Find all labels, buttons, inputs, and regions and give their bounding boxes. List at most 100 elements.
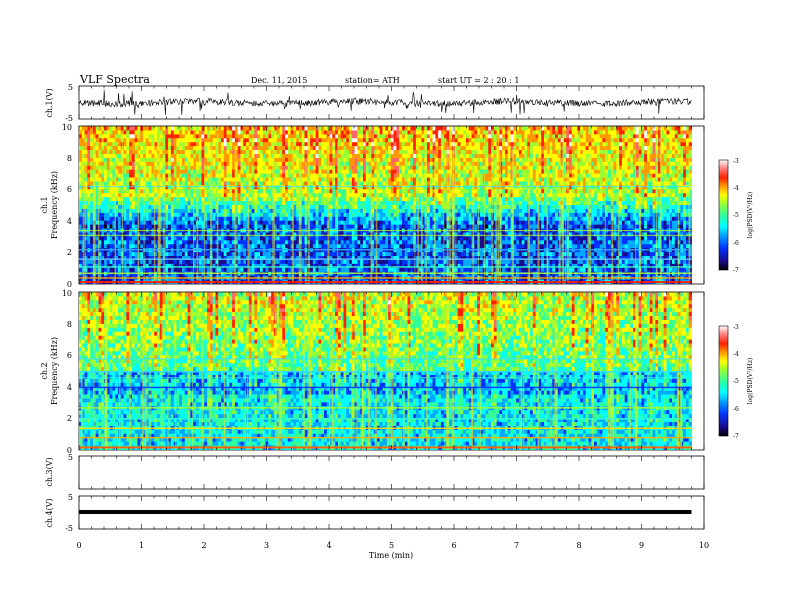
spectrogram-cell — [107, 209, 110, 213]
spectrogram-cell — [235, 142, 238, 146]
spectrogram-cell — [87, 185, 90, 189]
spectrogram-cell — [221, 252, 224, 256]
spectrogram-cell — [210, 130, 213, 134]
spectrogram-cell — [199, 174, 202, 178]
spectrogram-cell — [110, 158, 113, 162]
spectrogram-cell — [221, 189, 224, 193]
spectrogram-cell — [227, 260, 230, 264]
spectrogram-cell — [227, 146, 230, 150]
spectrogram-cell — [171, 138, 174, 142]
spectrogram-cell — [101, 150, 104, 154]
spectrogram-cell — [104, 244, 107, 248]
spectrogram-cell — [171, 162, 174, 166]
spectrogram-cell — [210, 134, 213, 138]
spectrogram-cell — [135, 162, 138, 166]
spectrogram-cell — [182, 134, 185, 138]
spectrogram-cell — [227, 213, 230, 217]
spectrogram-cell — [174, 236, 177, 240]
spectrogram-cell — [85, 130, 88, 134]
spectrogram-cell — [101, 209, 104, 213]
spectrogram-cell — [185, 162, 188, 166]
spectrogram-cell — [118, 193, 121, 197]
spectrogram-cell — [124, 178, 127, 182]
spectrogram-cell — [207, 232, 210, 236]
spectrogram-cell — [79, 225, 82, 229]
spectrogram-cell — [149, 201, 152, 205]
spectrogram-cell — [149, 232, 152, 236]
spectrogram-cell — [224, 201, 227, 205]
spectrogram-cell — [168, 150, 171, 154]
spectrogram-cell — [165, 178, 168, 182]
spectrogram-cell — [207, 146, 210, 150]
spectrogram-cell — [213, 154, 216, 158]
spectrogram-cell — [188, 130, 191, 134]
spectrogram-cell — [207, 225, 210, 229]
spectrogram-cell — [174, 201, 177, 205]
spectrogram-cell — [129, 150, 132, 154]
spectrogram-cell — [87, 130, 90, 134]
spectrogram-cell — [79, 178, 82, 182]
spectrogram-cell — [182, 193, 185, 197]
spectrogram-cell — [174, 225, 177, 229]
spectrogram-cell — [240, 236, 243, 240]
spectrogram-cell — [174, 130, 177, 134]
spectrogram-cell — [185, 268, 188, 272]
spectrogram-cell — [87, 244, 90, 248]
spectrogram-cell — [179, 134, 182, 138]
spectrogram-cell — [101, 197, 104, 201]
spectrogram-cell — [252, 158, 255, 162]
spectrogram-cell — [171, 134, 174, 138]
spectrogram-cell — [224, 236, 227, 240]
spectrogram-cell — [252, 154, 255, 158]
spectrogram-cell — [165, 221, 168, 225]
spectrogram-cell — [104, 236, 107, 240]
spectrogram-cell — [171, 260, 174, 264]
spectrogram-cell — [238, 154, 241, 158]
spectrogram-cell — [182, 146, 185, 150]
spectrogram-cell — [104, 185, 107, 189]
spectrogram-cell — [79, 205, 82, 209]
spectrogram-cell — [165, 232, 168, 236]
spectrogram-cell — [227, 162, 230, 166]
spectrogram-cell — [218, 146, 221, 150]
spectrogram-cell — [90, 209, 93, 213]
spectrogram-cell — [149, 174, 152, 178]
spectrogram-cell — [238, 268, 241, 272]
spectrogram-cell — [85, 178, 88, 182]
spectrogram-cell — [229, 166, 232, 170]
spectrogram-cell — [129, 158, 132, 162]
spectrogram-cell — [207, 127, 210, 131]
spectrogram-cell — [252, 217, 255, 221]
spectrogram-cell — [240, 260, 243, 264]
spectrogram-cell — [224, 268, 227, 272]
spectrogram-cell — [224, 174, 227, 178]
spectrogram-cell — [224, 221, 227, 225]
spectrogram-cell — [124, 138, 127, 142]
spectrogram-cell — [168, 185, 171, 189]
spectrogram-cell — [199, 138, 202, 142]
spectrogram-cell — [229, 213, 232, 217]
spectrogram-cell — [143, 162, 146, 166]
spectrogram-cell — [154, 130, 157, 134]
spectrogram-cell — [101, 213, 104, 217]
spectrogram-cell — [149, 225, 152, 229]
spectrogram-cell — [110, 252, 113, 256]
spectrogram-cell — [124, 134, 127, 138]
spectrogram-cell — [207, 221, 210, 225]
spectrogram-cell — [227, 221, 230, 225]
spectrogram-cell — [240, 138, 243, 142]
spectrogram-cell — [107, 130, 110, 134]
spectrogram-cell — [207, 189, 210, 193]
spectrogram-cell — [188, 217, 191, 221]
spectrogram-cell — [126, 213, 129, 217]
spectrogram-cell — [129, 130, 132, 134]
spectrogram-cell — [171, 268, 174, 272]
spectrogram-cell — [185, 236, 188, 240]
spectrogram-cell — [110, 225, 113, 229]
spectrogram-cell — [240, 201, 243, 205]
spectrogram-cell — [85, 170, 88, 174]
spectrogram-cell — [199, 170, 202, 174]
spectrogram-cell — [252, 205, 255, 209]
spectrogram-cell — [107, 189, 110, 193]
spectrogram-cell — [168, 174, 171, 178]
